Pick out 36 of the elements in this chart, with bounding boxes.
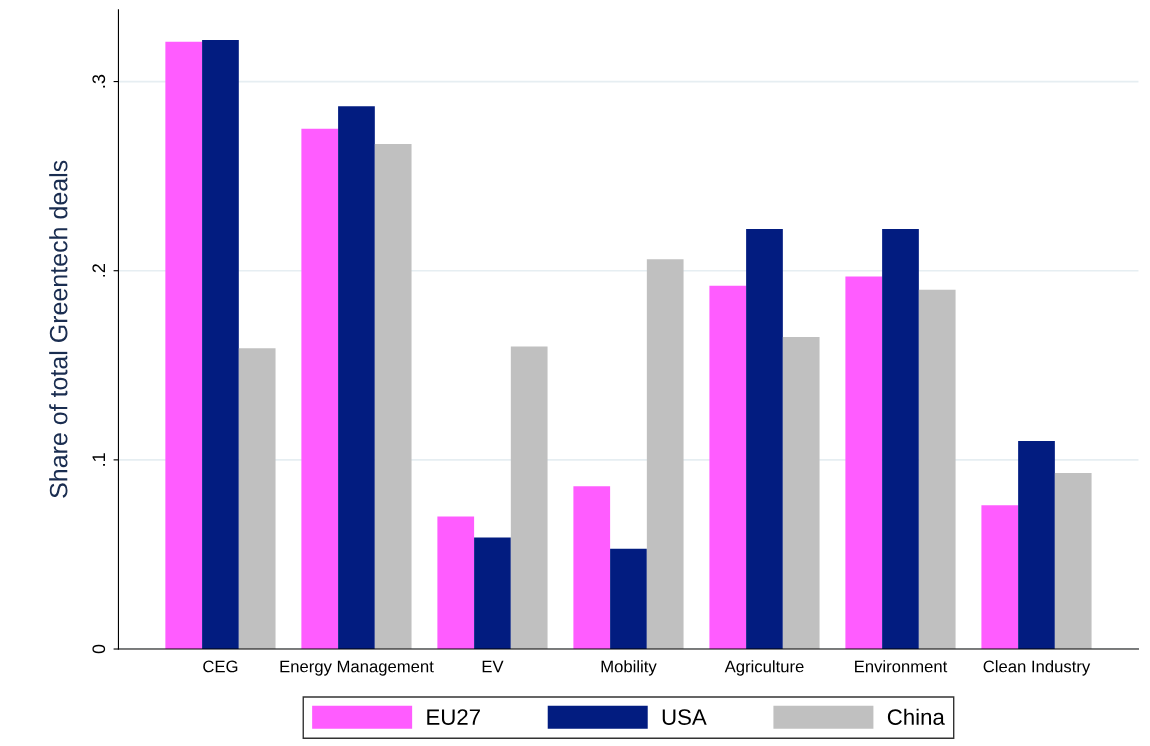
x-tick-label: Clean Industry xyxy=(983,660,1091,676)
x-tick-label: Mobility xyxy=(601,660,657,676)
bar xyxy=(981,505,1019,650)
bar xyxy=(202,39,239,650)
y-tick-label: 0 xyxy=(92,644,106,654)
bar xyxy=(474,537,511,650)
legend-label: China xyxy=(887,708,945,725)
bar xyxy=(437,516,475,650)
legend-label: EU27 xyxy=(427,709,480,725)
bar xyxy=(610,548,647,650)
bar xyxy=(709,285,747,650)
y-tick-label: .1 xyxy=(92,453,105,466)
x-tick-label: Agriculture xyxy=(724,660,804,676)
x-tick-label: Energy Management xyxy=(280,660,434,676)
legend-label: USA xyxy=(662,709,707,725)
bar xyxy=(782,336,820,650)
x-tick-label: CEG xyxy=(203,660,238,673)
bar xyxy=(165,41,203,650)
bar xyxy=(746,229,783,650)
y-tick-label: .3 xyxy=(92,74,106,88)
x-tick-label: Environment xyxy=(855,660,948,673)
bar xyxy=(301,128,339,650)
bar xyxy=(882,229,919,650)
bar xyxy=(374,143,412,650)
y-axis-title: Share of total Greentech deals xyxy=(49,160,68,498)
bar xyxy=(573,486,611,650)
bar xyxy=(238,348,276,650)
y-tick-label: .2 xyxy=(92,264,105,277)
bar xyxy=(1054,473,1092,650)
bar xyxy=(510,346,548,650)
bar xyxy=(845,276,883,650)
bar xyxy=(646,259,684,650)
bar xyxy=(338,106,375,650)
bar xyxy=(918,289,956,650)
bar xyxy=(1018,440,1055,650)
x-tick-label: EV xyxy=(482,660,504,673)
